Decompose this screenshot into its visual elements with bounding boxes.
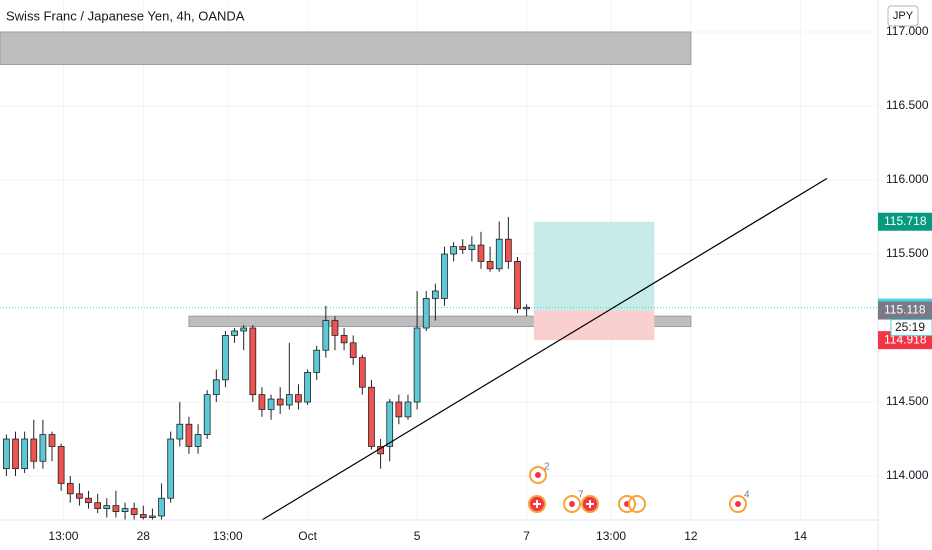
event-dot xyxy=(535,472,541,478)
price-tag xyxy=(878,212,932,231)
candle-body xyxy=(130,508,138,515)
candle-body xyxy=(477,244,485,262)
candle-body xyxy=(112,505,120,512)
y-tick-label: 114.500 xyxy=(886,394,929,408)
event-dot xyxy=(569,501,575,507)
candle-body xyxy=(504,238,512,262)
zone xyxy=(533,221,655,311)
x-tick-label: 12 xyxy=(684,529,698,543)
candle-body xyxy=(240,327,248,332)
price-tag-label: 115.118 xyxy=(884,303,926,317)
zone xyxy=(533,310,655,341)
price-tag-label: 115.718 xyxy=(884,214,927,228)
candle-body xyxy=(194,434,202,447)
candle-body xyxy=(3,438,10,470)
countdown: 25:19 xyxy=(895,320,925,334)
candle-body xyxy=(450,246,457,255)
zone xyxy=(0,31,692,66)
candle-body xyxy=(267,398,275,410)
candle-body xyxy=(149,515,156,518)
event-cross xyxy=(533,500,541,508)
candle-body xyxy=(322,320,330,351)
y-tick-label: 117.000 xyxy=(886,24,929,38)
x-tick-label: 13:00 xyxy=(213,529,243,543)
candle-body xyxy=(158,497,165,517)
candle-body xyxy=(523,306,530,310)
candle-body xyxy=(514,261,521,310)
event-count: 2 xyxy=(544,462,550,473)
candle-body xyxy=(441,253,448,299)
plot-area xyxy=(0,0,878,521)
candle-body xyxy=(386,401,394,447)
candle-body xyxy=(167,438,175,499)
candle-body xyxy=(57,446,65,484)
candle-body xyxy=(103,505,111,510)
event-dot xyxy=(735,501,741,507)
candle-body xyxy=(295,394,302,403)
x-tick-label: 5 xyxy=(414,529,421,543)
candle-body xyxy=(203,394,211,435)
candle-body xyxy=(139,514,147,518)
y-tick-label: 115.500 xyxy=(886,246,929,260)
x-tick-label: Oct xyxy=(298,529,317,543)
candle-body xyxy=(468,244,476,250)
candle-body xyxy=(276,398,284,406)
candle-body xyxy=(94,502,102,510)
candle-body xyxy=(222,335,229,381)
candle-body xyxy=(331,320,339,336)
candle-body xyxy=(285,394,293,406)
candle-body xyxy=(231,330,238,336)
x-tick-label: 28 xyxy=(137,529,151,543)
countdown-tag xyxy=(890,319,932,337)
candle-body xyxy=(404,401,412,418)
candle-body xyxy=(431,290,439,299)
candle-body xyxy=(422,298,430,329)
candle-body xyxy=(459,246,467,250)
chart-title: Swiss Franc / Japanese Yen, 4h, OANDA xyxy=(6,8,245,23)
candle-body xyxy=(48,434,56,447)
candle-body xyxy=(395,401,403,418)
candle-body xyxy=(249,327,257,396)
currency-button[interactable] xyxy=(887,5,919,27)
candle-body xyxy=(30,438,38,462)
candle-body xyxy=(486,261,494,270)
candle-body xyxy=(413,327,421,403)
candle-body xyxy=(185,423,193,447)
x-tick-label: 7 xyxy=(523,529,530,543)
candle-body xyxy=(495,238,503,270)
x-tick-label: 13:00 xyxy=(596,529,626,543)
candle-body xyxy=(358,357,366,388)
candle-body xyxy=(304,372,311,403)
x-tick-label: 13:00 xyxy=(48,529,78,543)
event-cross xyxy=(586,500,594,508)
candle-body xyxy=(340,335,348,344)
candle-body xyxy=(368,386,375,447)
x-tick-label: 14 xyxy=(794,529,808,543)
candle-body xyxy=(349,342,357,359)
y-tick-label: 114.000 xyxy=(886,468,929,482)
candle-body xyxy=(76,493,83,499)
candle-body xyxy=(258,394,266,410)
candle-body xyxy=(39,434,47,462)
candle-body xyxy=(313,349,321,373)
price-tag xyxy=(878,301,932,320)
trend-line xyxy=(261,178,828,521)
y-tick-label: 116.500 xyxy=(886,98,929,112)
candle-body xyxy=(85,497,92,504)
currency[interactable]: JPY xyxy=(893,10,914,22)
candle-body xyxy=(21,438,29,470)
event-count: 4 xyxy=(744,490,750,501)
event-icon[interactable] xyxy=(628,495,646,513)
event-count: 7 xyxy=(578,490,584,501)
candle-body xyxy=(121,508,129,512)
candle-body xyxy=(212,379,220,396)
candle-body xyxy=(12,438,19,470)
events: 2 7 4 xyxy=(528,462,750,513)
y-tick-label: 116.000 xyxy=(886,172,929,186)
candle-body xyxy=(176,423,184,440)
candle-body xyxy=(66,483,74,495)
zone xyxy=(188,315,692,328)
